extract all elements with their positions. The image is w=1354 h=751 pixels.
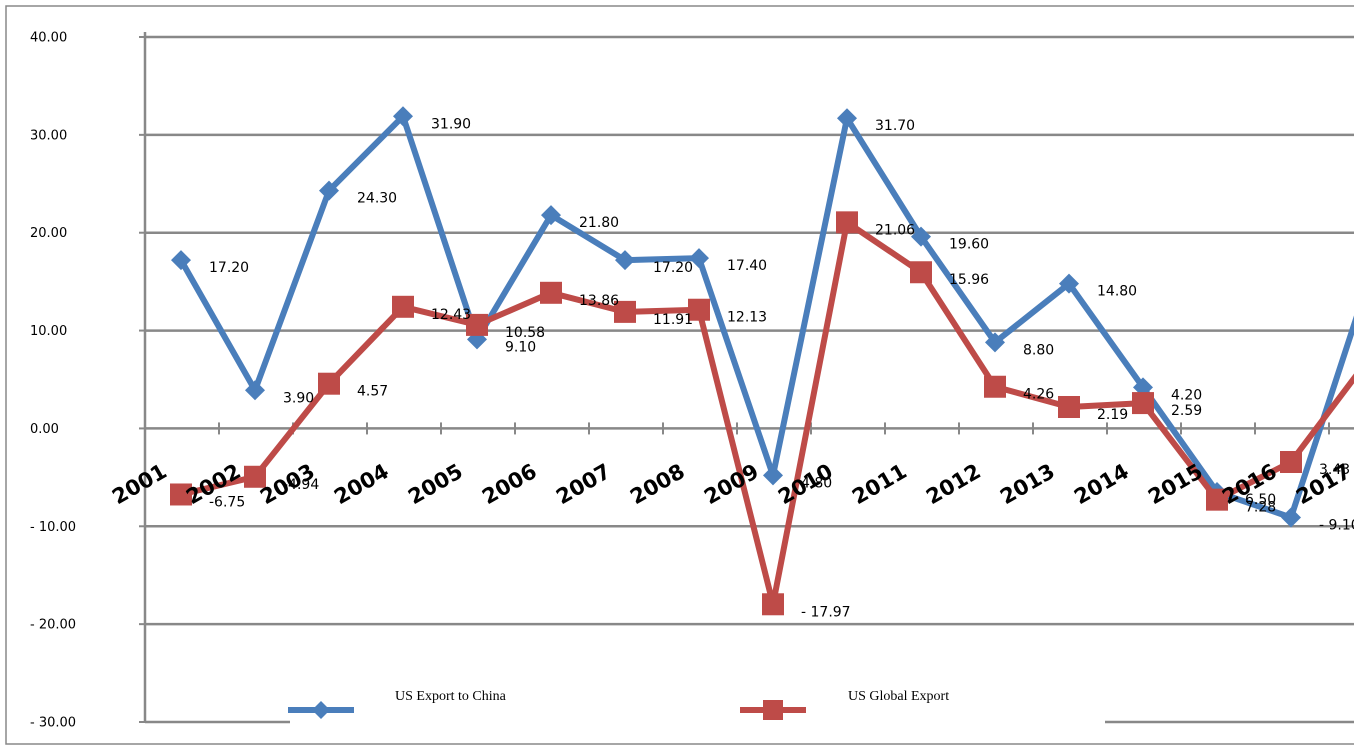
marker (836, 211, 858, 234)
data-label: 12.43 (431, 307, 471, 323)
y-tick-label: 10.00 (30, 324, 67, 339)
data-label: 17.20 (209, 260, 249, 276)
marker (615, 250, 635, 271)
marker (318, 372, 340, 395)
marker (1058, 395, 1080, 418)
marker (170, 483, 192, 506)
marker (614, 300, 636, 323)
marker (910, 261, 932, 284)
data-label: 17.40 (727, 258, 767, 274)
data-label: 12.13 (727, 310, 767, 326)
legend-box (290, 665, 1105, 735)
legend-label: US Export to China (395, 689, 507, 704)
data-label: 31.90 (431, 116, 471, 132)
marker (763, 700, 783, 720)
marker (689, 248, 709, 269)
marker (1280, 450, 1302, 473)
y-tick-label: - 20.00 (30, 618, 76, 633)
data-label: 3.43 (1319, 462, 1350, 478)
y-tick-label: 20.00 (30, 226, 67, 241)
grid: - 30.00 - 20.00 - 10.00 0.00 10.00 20.00 30.00… (30, 31, 1354, 731)
marker (1132, 392, 1154, 415)
data-label: -6.75 (209, 494, 245, 510)
data-label: 2.19 (1097, 407, 1128, 423)
marker (466, 313, 488, 336)
data-label: 8.80 (1023, 342, 1054, 358)
marker (763, 465, 783, 486)
data-label: 4.80 (801, 475, 832, 491)
data-label: 15.96 (949, 272, 989, 288)
data-label: 31.70 (875, 118, 915, 134)
data-label: 24.30 (357, 191, 397, 207)
data-label: 7.28 (1245, 500, 1276, 516)
data-label: - 17.97 (801, 604, 851, 620)
chart-border (5, 5, 1354, 745)
y-tick-label: 30.00 (30, 128, 67, 143)
marker (762, 593, 784, 616)
marker (319, 180, 339, 201)
marker (1281, 507, 1301, 528)
plot (170, 106, 1354, 616)
marker (312, 701, 330, 719)
data-label: 13.86 (579, 293, 619, 309)
y-tick-label: - 10.00 (30, 520, 76, 535)
data-label: 6.50 (1245, 492, 1276, 508)
y-tick-label: 40.00 (30, 31, 67, 46)
data-label: -4.94 (283, 477, 319, 493)
marker (393, 106, 413, 127)
data-label: 21.80 (579, 215, 619, 231)
data-label: 19.60 (949, 237, 989, 253)
data-label: 9.10 (505, 339, 536, 355)
marker (245, 380, 265, 401)
marker (540, 281, 562, 304)
data-label: 21.06 (875, 222, 915, 238)
data-label: 3.90 (283, 390, 314, 406)
marker (171, 250, 191, 271)
data-label: 14.80 (1097, 284, 1137, 300)
legend: US Export to China US Global Export (288, 665, 1105, 735)
data-label: - 9.10 (1319, 517, 1354, 533)
legend-label: US Global Export (848, 689, 949, 704)
data-label: 2.59 (1171, 403, 1202, 419)
data-label: 11.91 (653, 312, 693, 328)
data-label: 10.58 (505, 325, 545, 341)
y-tick-label: 0.00 (30, 422, 59, 437)
marker (984, 375, 1006, 398)
marker (837, 108, 857, 129)
y-tick-label: - 30.00 (30, 716, 76, 731)
data-label: 4.20 (1171, 387, 1202, 403)
marker (688, 298, 710, 321)
marker (1059, 273, 1079, 294)
marker (392, 295, 414, 318)
marker (1206, 488, 1228, 511)
data-label: 4.57 (357, 384, 388, 400)
marker (911, 226, 931, 247)
data-label: 4.26 (1023, 387, 1054, 403)
data-label: 17.20 (653, 260, 693, 276)
marker (244, 465, 266, 488)
marker (541, 205, 561, 226)
marker (985, 332, 1005, 353)
